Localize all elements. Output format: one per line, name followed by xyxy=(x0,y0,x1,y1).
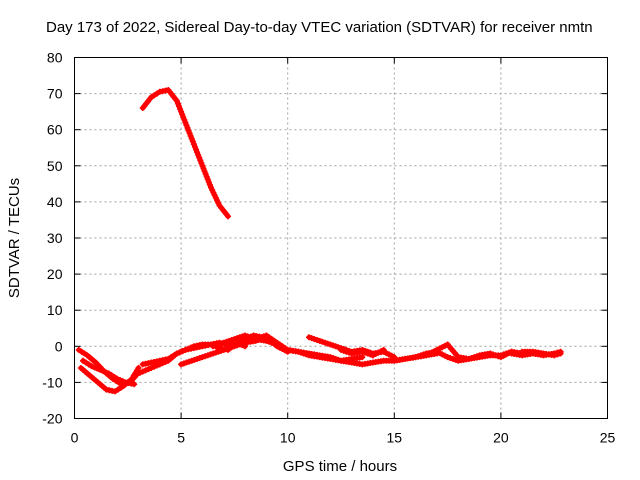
y-tick-label: 0 xyxy=(55,338,63,354)
data-point xyxy=(145,366,152,373)
data-series xyxy=(75,86,564,395)
data-point xyxy=(148,364,155,371)
x-tick-label: 25 xyxy=(600,430,616,446)
plot-frame xyxy=(74,57,608,419)
x-tick-label: 15 xyxy=(387,430,403,446)
data-point xyxy=(135,364,142,371)
series-track-high xyxy=(139,86,232,220)
y-tick-label: -10 xyxy=(42,374,62,390)
data-point xyxy=(557,350,564,357)
data-point xyxy=(173,350,180,357)
series-track-c xyxy=(80,357,138,388)
data-point xyxy=(151,363,158,370)
data-point xyxy=(142,367,149,374)
data-point xyxy=(380,346,387,353)
x-tick-label: 10 xyxy=(280,430,296,446)
data-point xyxy=(94,365,101,372)
y-tick-label: 40 xyxy=(47,194,63,210)
data-point xyxy=(116,376,123,383)
y-tick-label: 30 xyxy=(47,230,63,246)
data-point xyxy=(359,354,366,361)
data-point xyxy=(179,348,186,355)
data-point xyxy=(156,361,163,368)
data-point xyxy=(176,349,183,356)
data-point xyxy=(99,367,106,374)
data-point xyxy=(102,369,109,376)
data-point xyxy=(119,378,126,385)
data-point xyxy=(182,346,189,353)
tick-labels: 0 5 10 15 20 25 -20 -10 0 10 20 30 40 50 60 70 80 xyxy=(42,50,615,446)
data-point xyxy=(136,369,143,376)
x-tick-label: 0 xyxy=(71,430,79,446)
y-tick-label: 80 xyxy=(47,50,63,66)
series-track-b xyxy=(77,364,142,395)
y-tick-label: -20 xyxy=(42,411,62,427)
chart-title: Day 173 of 2022, Sidereal Day-to-day VTE… xyxy=(46,19,593,36)
data-point xyxy=(551,352,558,359)
y-tick-label: 20 xyxy=(47,266,63,282)
y-tick-label: 10 xyxy=(47,302,63,318)
data-point xyxy=(88,363,95,370)
data-point xyxy=(162,358,169,365)
x-tick-label: 5 xyxy=(177,430,185,446)
y-tick-label: 70 xyxy=(47,86,63,102)
series-track-k xyxy=(338,346,387,359)
data-point xyxy=(139,368,146,375)
data-point xyxy=(185,345,192,352)
data-point xyxy=(131,372,138,379)
data-point xyxy=(153,362,160,369)
y-tick-label: 60 xyxy=(47,122,63,138)
y-tick-label: 50 xyxy=(47,158,63,174)
data-point xyxy=(134,370,141,377)
data-point xyxy=(97,366,104,373)
data-point xyxy=(131,381,138,388)
data-point xyxy=(114,375,121,382)
data-point xyxy=(159,360,166,367)
series-track-m xyxy=(412,341,515,362)
y-axis-title: SDTVAR / TECUs xyxy=(6,178,23,298)
data-point xyxy=(225,213,232,220)
data-point xyxy=(188,344,195,351)
x-axis-title: GPS time / hours xyxy=(283,458,397,475)
data-point xyxy=(554,351,561,358)
x-tick-label: 20 xyxy=(493,430,509,446)
series-track-o xyxy=(519,348,564,359)
data-point xyxy=(91,364,98,371)
